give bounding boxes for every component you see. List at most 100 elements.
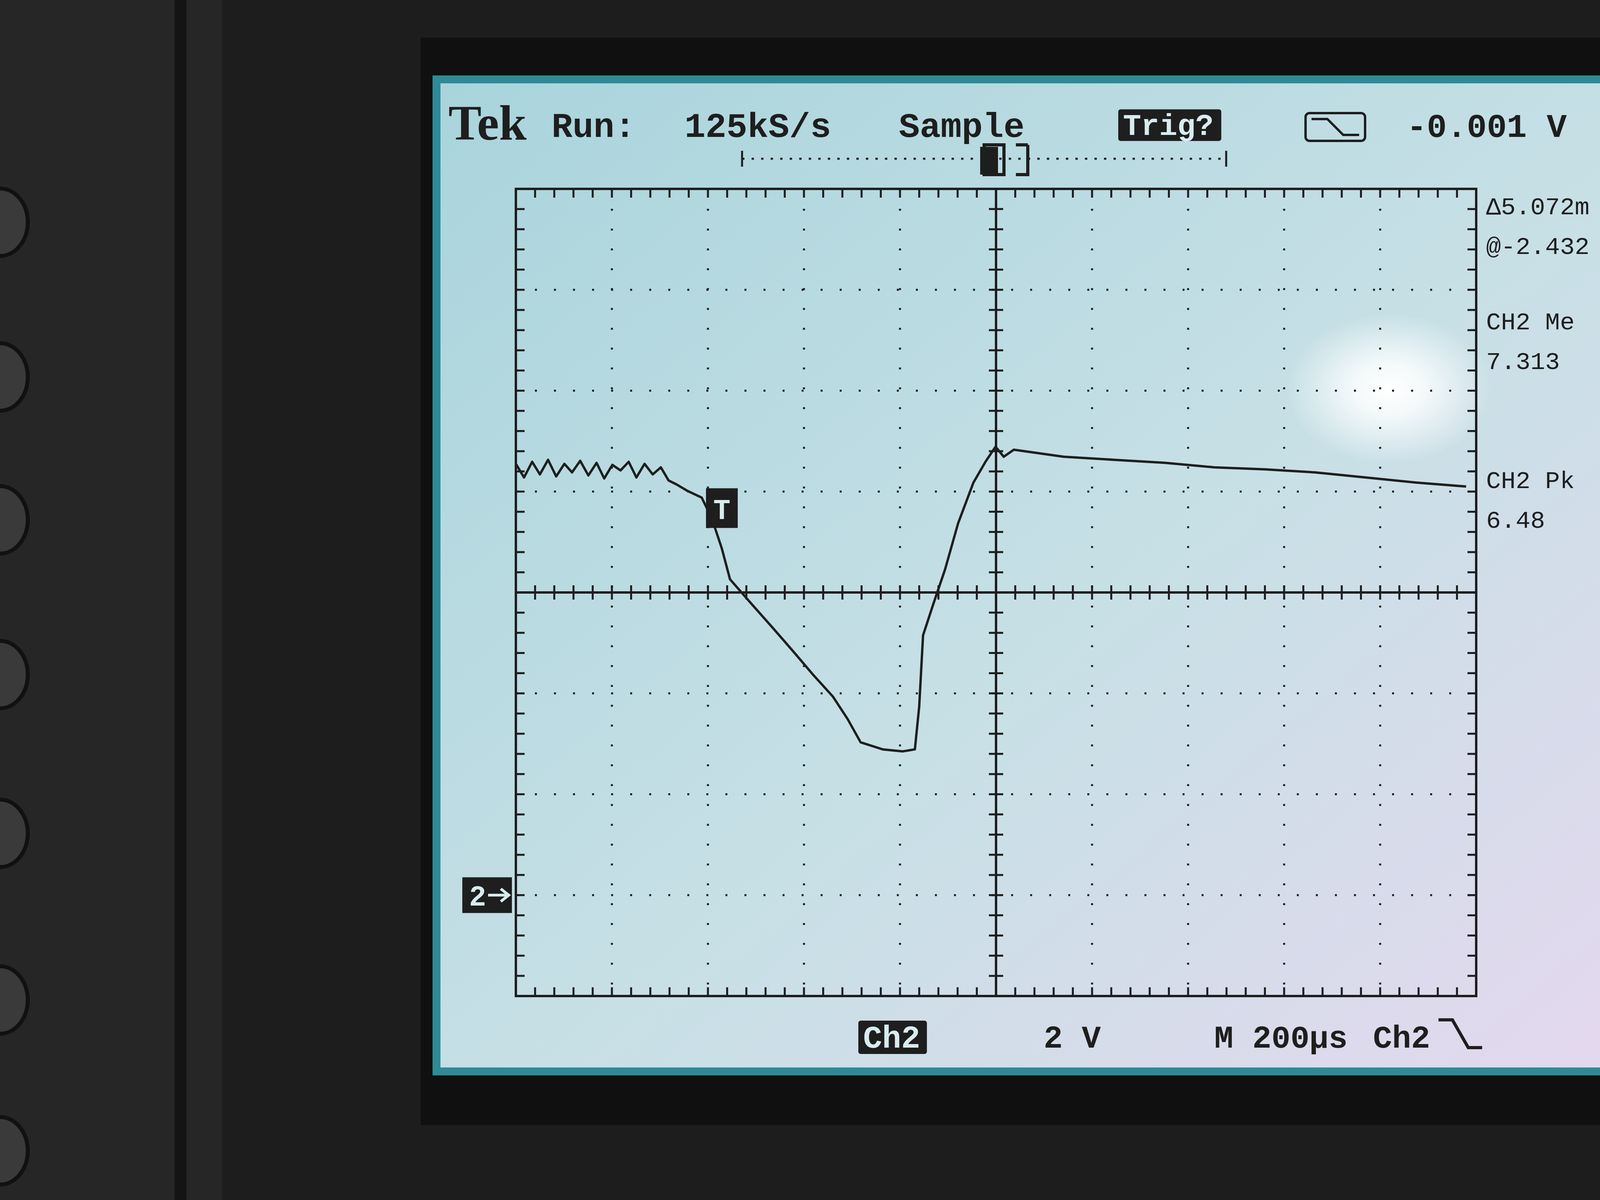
minor-tick <box>515 752 525 755</box>
minor-tick <box>764 188 767 198</box>
minor-tick <box>988 914 1004 917</box>
minor-tick <box>1436 585 1439 600</box>
minor-tick <box>1467 288 1477 291</box>
minor-tick <box>707 585 710 600</box>
minor-tick <box>879 188 882 198</box>
knob <box>0 640 28 709</box>
channel-label: Ch2 <box>863 1021 921 1058</box>
minor-tick <box>1467 873 1477 876</box>
minor-tick <box>668 987 671 997</box>
minor-tick <box>1467 591 1477 594</box>
minor-tick <box>1071 188 1074 198</box>
minor-tick <box>988 651 1004 654</box>
minor-tick <box>803 188 806 198</box>
measure-label-group: CH2 Me <box>1486 308 1575 337</box>
minor-tick <box>515 894 525 897</box>
trigger-level: -0.001 V <box>1406 109 1568 147</box>
grid-line-y <box>515 894 1477 897</box>
minor-tick <box>1467 551 1477 554</box>
minor-tick <box>1467 995 1477 998</box>
minor-tick <box>1467 228 1477 231</box>
measure-value: 7.313 <box>1486 348 1560 377</box>
sample-rate: 125kS/s <box>684 107 832 148</box>
minor-tick <box>860 987 863 997</box>
minor-tick <box>1263 188 1266 198</box>
minor-tick <box>783 188 786 198</box>
trace <box>515 446 1467 752</box>
ground-marker: 2 <box>469 881 487 915</box>
minor-tick <box>1436 188 1439 198</box>
grid-line-x <box>611 188 614 997</box>
minor-tick <box>1467 207 1477 210</box>
knob <box>0 486 28 554</box>
grid-line-x <box>707 188 710 997</box>
minor-tick <box>988 672 1004 675</box>
ground-arrow <box>488 888 509 902</box>
minor-tick <box>988 551 1004 554</box>
minor-tick <box>1302 987 1305 997</box>
minor-tick <box>1033 987 1036 997</box>
minor-tick <box>988 752 1004 755</box>
volts-per-div: 2 V <box>1043 1021 1101 1058</box>
minor-tick <box>841 188 844 198</box>
minor-tick <box>1148 585 1151 600</box>
minor-tick <box>1014 987 1017 997</box>
minor-tick <box>515 732 525 735</box>
minor-tick <box>515 389 525 392</box>
glare <box>1285 313 1493 465</box>
minor-tick <box>1467 631 1477 634</box>
minor-tick <box>1052 188 1055 198</box>
minor-tick <box>515 188 525 191</box>
minor-tick <box>515 853 525 856</box>
minor-tick <box>515 692 525 695</box>
minor-tick <box>1467 530 1477 533</box>
screen-border <box>432 75 1600 1076</box>
minor-tick <box>515 833 525 836</box>
minor-tick <box>515 651 525 654</box>
minor-tick <box>1379 987 1382 997</box>
minor-tick <box>1455 585 1458 600</box>
minor-tick <box>988 894 1004 897</box>
minor-tick <box>726 585 729 600</box>
minor-tick <box>1359 188 1362 198</box>
minor-tick <box>988 732 1004 735</box>
minor-tick <box>1467 793 1477 796</box>
minor-tick <box>1359 585 1362 600</box>
minor-tick <box>1359 987 1362 997</box>
minor-tick <box>1283 987 1286 997</box>
time-per-div-group: M 200µs <box>1214 1021 1348 1058</box>
volts-per-div-group: 2 V <box>1043 1021 1101 1058</box>
minor-tick <box>1071 987 1074 997</box>
scope-photo: TekRun:125kS/sSampleTrig?-0.001 VΔ5.072m… <box>0 0 1600 1200</box>
minor-tick <box>988 188 1004 191</box>
minor-tick <box>1467 752 1477 755</box>
minor-tick <box>515 349 525 352</box>
minor-tick <box>515 288 525 291</box>
minor-tick <box>783 987 786 997</box>
minor-tick <box>899 585 902 600</box>
minor-tick <box>515 975 525 977</box>
minor-tick <box>988 228 1004 231</box>
minor-tick <box>1167 188 1170 198</box>
measure-value-group: 6.48 <box>1486 507 1546 536</box>
minor-tick <box>1417 987 1420 997</box>
minor-tick <box>1014 585 1017 600</box>
minor-tick <box>1244 188 1247 198</box>
knob <box>0 1117 28 1185</box>
minor-tick <box>1467 853 1477 856</box>
minor-tick <box>649 188 652 198</box>
minor-tick <box>988 430 1004 433</box>
minor-tick <box>975 987 978 997</box>
minor-tick <box>1467 369 1477 372</box>
minor-tick <box>918 987 921 997</box>
minor-tick <box>1436 987 1439 997</box>
plot-frame <box>515 188 1477 997</box>
minor-tick <box>879 585 882 600</box>
trigger-source-group: Ch2 <box>1373 1021 1431 1058</box>
grid-line-x <box>1187 188 1190 997</box>
minor-tick <box>591 987 594 997</box>
minor-tick <box>668 585 671 600</box>
minor-tick <box>988 369 1004 372</box>
minor-tick <box>745 188 748 198</box>
minor-tick <box>1225 188 1228 198</box>
